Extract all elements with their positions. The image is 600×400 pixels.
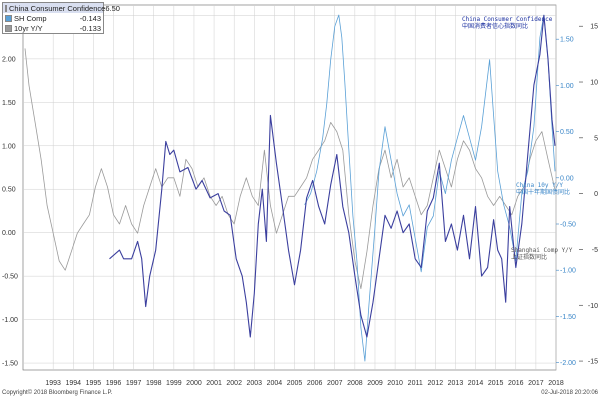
- legend-value: -0.143: [79, 13, 101, 23]
- x-tick-label: 2000: [186, 380, 202, 387]
- annotation-china10y: China 10y Y/Y 中国十年期国债同比: [516, 182, 570, 196]
- legend-swatch: [5, 4, 7, 12]
- x-tick-label: 2004: [267, 380, 283, 387]
- right-inner-tick-label: 1.50: [560, 37, 574, 44]
- x-tick-label: 2008: [347, 380, 363, 387]
- right-inner-tick-label: -0.50: [560, 222, 576, 229]
- timestamp: 02-Jul-2018 20:20:06: [541, 390, 598, 396]
- legend-value: 6.50: [105, 3, 120, 13]
- right-inner-tick-label: 0.00: [560, 175, 574, 182]
- left-axis: 2.502.001.501.000.500.00-0.50-1.00-1.50: [2, 13, 18, 368]
- left-tick-label: 1.00: [2, 143, 16, 150]
- legend-value: -0.133: [79, 23, 101, 33]
- legend-label: SH Comp: [14, 13, 47, 23]
- legend-label: 10yr Y/Y: [14, 23, 43, 33]
- x-tick-label: 2007: [327, 380, 343, 387]
- left-tick-label: -1.50: [2, 361, 18, 368]
- series-line-10yr-y-y: [24, 48, 556, 290]
- annotation-cn: 中国十年期国债同比: [516, 189, 571, 196]
- x-tick-label: 2010: [387, 380, 403, 387]
- x-tick-label: 1997: [126, 380, 142, 387]
- left-tick-label: 2.00: [2, 56, 16, 63]
- x-axis: 1993 1994 1995 1996 1997 1998 1999 2000 2001 2002…: [45, 380, 564, 387]
- legend-item-10yr: 10yr Y/Y -0.133: [3, 23, 103, 33]
- right-outer-tick-label: -5: [592, 247, 598, 254]
- legend-item-consumer-confidence: China Consumer Confidence 6.50: [3, 3, 120, 13]
- series-layer: [24, 14, 556, 362]
- x-tick-label: 2009: [367, 380, 383, 387]
- x-tick-label: 1998: [146, 380, 162, 387]
- x-tick-label: 2001: [206, 380, 222, 387]
- annotation-cn: 中国消费者信心指数同比: [462, 23, 529, 30]
- x-tick-label: 2006: [307, 380, 323, 387]
- x-tick-label: 2013: [448, 380, 464, 387]
- x-tick-label: 2005: [287, 380, 303, 387]
- x-tick-label: 2017: [528, 380, 544, 387]
- x-tick-label: 1993: [45, 380, 61, 387]
- x-tick-label: 1995: [86, 380, 102, 387]
- legend-item-sh-comp: SH Comp -0.143: [3, 13, 103, 23]
- x-tick-label: 2002: [226, 380, 242, 387]
- x-tick-label: 2003: [247, 380, 263, 387]
- left-tick-label: 0.00: [2, 230, 16, 237]
- x-tick-label: 1999: [166, 380, 182, 387]
- right-inner-tick-label: 0.50: [560, 129, 574, 136]
- annotation-en: Shanghai Comp Y/Y: [511, 247, 573, 254]
- annotation-consumer-confidence: China Consumer Confidence 中国消费者信心指数同比: [462, 16, 552, 30]
- x-tick-label: 2018: [548, 380, 564, 387]
- x-tick-label: 2012: [428, 380, 444, 387]
- left-tick-label: -0.50: [2, 274, 18, 281]
- annotation-en: China 10y Y/Y: [516, 182, 563, 189]
- legend-label: China Consumer Confidence: [9, 3, 106, 13]
- right-inner-tick-label: 1.00: [560, 83, 574, 90]
- x-tick-label: 2015: [488, 380, 504, 387]
- right-inner-axis: 1.50 1.00 0.50 0.00 -0.50 -1.00 -1.50 -2.00: [556, 37, 576, 367]
- grid: [23, 5, 557, 370]
- x-tick-label: 2014: [468, 380, 484, 387]
- legend: China Consumer Confidence 6.50 SH Comp -…: [2, 2, 120, 34]
- x-tick-label: 2016: [508, 380, 524, 387]
- right-outer-tick-label: 10: [590, 80, 598, 87]
- annotation-shanghai: Shanghai Comp Y/Y 上证指数同比: [511, 247, 572, 261]
- right-outer-tick-label: -15: [588, 359, 598, 366]
- series-line-china-consumer-confidence: [109, 14, 556, 338]
- plot-area: [22, 4, 557, 371]
- right-outer-tick-label: 5: [594, 135, 598, 142]
- right-outer-tick-label: 0: [594, 191, 598, 198]
- right-outer-tick-label: -10: [588, 303, 598, 310]
- right-outer-axis: 15 10 5 0 -5 -10 -15: [579, 24, 598, 366]
- left-tick-label: 1.50: [2, 100, 16, 107]
- legend-swatch: [5, 24, 12, 32]
- annotation-cn: 上证指数同比: [511, 254, 548, 261]
- left-tick-label: 0.50: [2, 187, 16, 194]
- x-tick-label: 1994: [65, 380, 81, 387]
- copyright: Copyright© 2018 Bloomberg Finance L.P.: [2, 390, 113, 396]
- x-tick-label: 2011: [408, 380, 423, 387]
- x-tick-label: 1996: [106, 380, 122, 387]
- legend-swatch: [5, 14, 12, 22]
- right-inner-tick-label: -1.50: [560, 314, 576, 321]
- right-outer-tick-label: 15: [590, 24, 598, 31]
- annotation-en: China Consumer Confidence: [462, 16, 553, 23]
- left-tick-label: -1.00: [2, 317, 18, 324]
- right-inner-tick-label: -1.00: [560, 268, 576, 275]
- right-inner-tick-label: -2.00: [560, 360, 576, 367]
